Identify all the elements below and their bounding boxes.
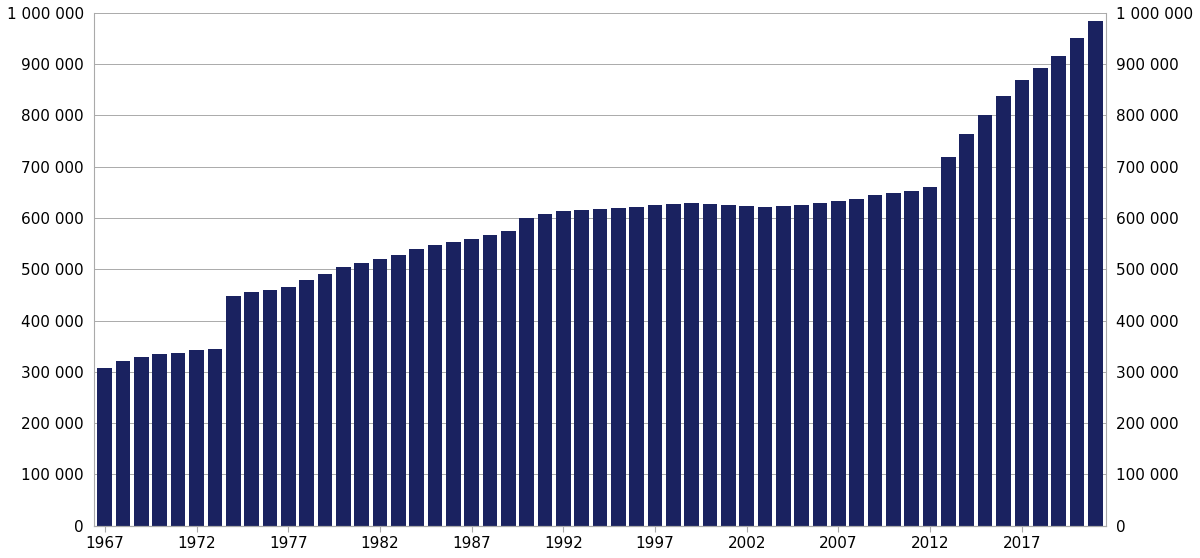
Bar xyxy=(500,231,516,526)
Bar xyxy=(1033,68,1048,526)
Bar xyxy=(464,238,479,526)
Bar xyxy=(739,206,754,526)
Bar xyxy=(886,194,901,526)
Bar xyxy=(281,287,295,526)
Bar xyxy=(446,242,461,526)
Bar xyxy=(336,267,350,526)
Bar xyxy=(170,353,186,526)
Bar xyxy=(832,201,846,526)
Bar xyxy=(354,263,368,526)
Bar xyxy=(263,290,277,526)
Bar xyxy=(482,235,497,526)
Bar xyxy=(116,360,131,526)
Bar xyxy=(152,354,167,526)
Bar xyxy=(97,368,112,526)
Bar xyxy=(538,214,552,526)
Bar xyxy=(593,209,607,526)
Bar xyxy=(666,204,680,526)
Bar xyxy=(850,199,864,526)
Bar xyxy=(812,203,828,526)
Bar xyxy=(905,191,919,526)
Bar xyxy=(941,157,956,526)
Bar xyxy=(134,358,149,526)
Bar xyxy=(427,244,443,526)
Bar xyxy=(996,96,1010,526)
Bar xyxy=(868,195,882,526)
Bar xyxy=(611,208,625,526)
Bar xyxy=(684,203,700,526)
Bar xyxy=(978,116,992,526)
Bar xyxy=(923,187,937,526)
Bar xyxy=(1069,38,1084,526)
Bar xyxy=(190,350,204,526)
Bar xyxy=(226,296,240,526)
Bar xyxy=(757,207,773,526)
Bar xyxy=(372,259,388,526)
Bar xyxy=(299,280,314,526)
Bar xyxy=(409,249,424,526)
Bar xyxy=(391,256,406,526)
Bar xyxy=(1088,21,1103,526)
Bar xyxy=(520,218,534,526)
Bar xyxy=(648,205,662,526)
Bar xyxy=(575,210,589,526)
Bar xyxy=(629,207,644,526)
Bar xyxy=(1014,80,1030,526)
Bar xyxy=(721,205,736,526)
Bar xyxy=(208,349,222,526)
Bar xyxy=(1051,56,1066,526)
Bar xyxy=(556,211,571,526)
Bar xyxy=(244,292,259,526)
Bar xyxy=(794,205,809,526)
Bar xyxy=(960,134,974,526)
Bar xyxy=(318,275,332,526)
Bar xyxy=(703,204,718,526)
Bar xyxy=(776,206,791,526)
